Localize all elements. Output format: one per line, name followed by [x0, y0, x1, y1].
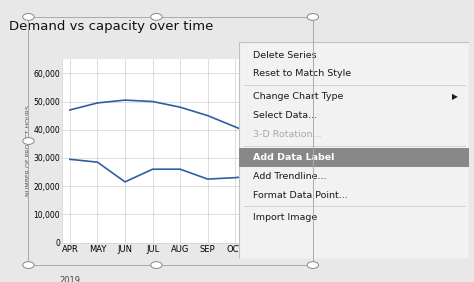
Bar: [239, 148, 469, 167]
Text: Change Chart Type: Change Chart Type: [253, 92, 344, 101]
Text: 2019: 2019: [59, 276, 81, 282]
Y-axis label: NUMBER OF PROJECT HOURS: NUMBER OF PROJECT HOURS: [26, 105, 31, 196]
Text: 3-D Rotation...: 3-D Rotation...: [253, 130, 322, 139]
Text: Delete Series: Delete Series: [253, 50, 317, 60]
Text: Import Image: Import Image: [253, 213, 318, 222]
FancyBboxPatch shape: [239, 42, 469, 259]
Text: Add Data Label: Add Data Label: [253, 153, 335, 162]
Text: Add Trendline...: Add Trendline...: [253, 172, 327, 181]
Text: Format Data Point...: Format Data Point...: [253, 191, 348, 200]
Text: Demand vs capacity over time: Demand vs capacity over time: [9, 20, 214, 33]
Text: ▶: ▶: [452, 92, 458, 101]
Text: Select Data...: Select Data...: [253, 111, 317, 120]
Text: Reset to Match Style: Reset to Match Style: [253, 69, 351, 78]
